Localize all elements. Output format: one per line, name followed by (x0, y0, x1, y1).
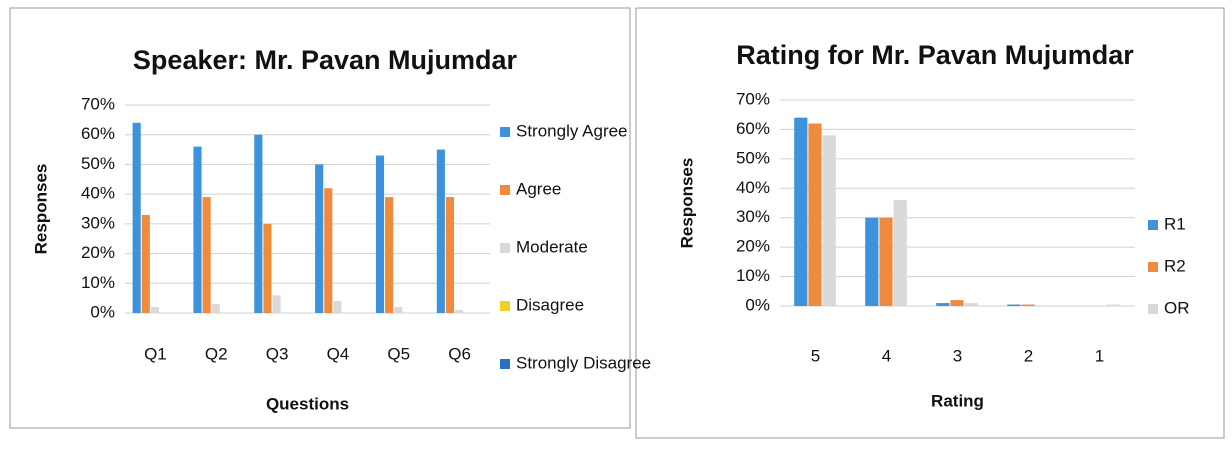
legend-label: Strongly Agree (516, 121, 628, 140)
legend-swatch (1148, 262, 1158, 272)
bar (1106, 304, 1120, 306)
y-tick-label: 30% (736, 207, 770, 226)
y-tick-label: 50% (736, 148, 770, 167)
bar (193, 146, 202, 313)
legend-swatch (500, 185, 510, 195)
x-tick-label: Q3 (266, 344, 289, 363)
x-tick-label: Q2 (205, 344, 228, 363)
x-tick-label: 2 (1024, 346, 1033, 365)
bar (808, 123, 822, 307)
legend-label: Strongly Disagree (516, 353, 651, 372)
x-tick-label: Q6 (448, 344, 471, 363)
bar (822, 135, 836, 306)
y-tick-label: 10% (81, 273, 115, 292)
chart-title: Speaker: Mr. Pavan Mujumdar (133, 45, 518, 75)
y-tick-label: 60% (736, 119, 770, 138)
bar (794, 117, 808, 307)
x-tick-label: Q1 (144, 344, 167, 363)
legend-label: Agree (516, 179, 561, 198)
bar (936, 303, 950, 306)
bar (455, 310, 464, 313)
y-tick-label: 20% (81, 243, 115, 262)
bar (865, 217, 879, 306)
x-tick-label: 1 (1095, 346, 1104, 365)
bar (375, 155, 385, 313)
bar (893, 200, 907, 306)
x-tick-label: 4 (882, 346, 891, 365)
legend-label: R2 (1164, 256, 1186, 275)
legend-swatch (500, 243, 510, 253)
y-tick-label: 70% (81, 94, 115, 113)
y-tick-label: 40% (736, 178, 770, 197)
legend-swatch (1148, 304, 1158, 314)
legend-swatch (500, 301, 510, 311)
bar (315, 164, 324, 313)
bar (879, 217, 893, 306)
x-tick-label: 3 (953, 346, 962, 365)
y-axis-label: Responses (677, 158, 696, 249)
y-tick-label: 60% (81, 124, 115, 143)
bar (254, 134, 263, 313)
y-tick-label: 10% (736, 266, 770, 285)
panel-frame (635, 7, 1225, 439)
y-tick-label: 70% (736, 89, 770, 108)
legend-swatch (500, 127, 510, 137)
bar (263, 223, 272, 313)
legend-label: Disagree (516, 295, 584, 314)
bar (141, 214, 150, 313)
legend-label: R1 (1164, 214, 1186, 233)
bar (385, 197, 394, 313)
x-axis-label: Questions (266, 394, 349, 413)
x-axis-label: Rating (931, 391, 984, 410)
legend-label: Moderate (516, 237, 588, 256)
y-tick-label: 0% (90, 302, 115, 321)
legend-swatch (1148, 220, 1158, 230)
bar (394, 307, 403, 313)
bar (272, 295, 281, 313)
y-tick-label: 50% (81, 154, 115, 173)
legend-swatch (500, 359, 510, 369)
bar (132, 122, 141, 313)
bar (333, 301, 342, 313)
x-tick-label: 5 (811, 346, 820, 365)
y-axis-label: Responses (31, 164, 50, 255)
y-tick-label: 20% (736, 237, 770, 256)
bar (324, 188, 333, 313)
bar (202, 197, 211, 313)
bar (1021, 304, 1035, 306)
bar (436, 149, 445, 313)
y-tick-label: 0% (745, 295, 770, 314)
legend-label: OR (1164, 298, 1190, 317)
bar (150, 307, 159, 313)
y-tick-label: 40% (81, 184, 115, 203)
chart-title: Rating for Mr. Pavan Mujumdar (736, 40, 1134, 70)
y-tick-label: 30% (81, 213, 115, 232)
bar (445, 197, 455, 313)
bar (950, 300, 964, 306)
x-tick-label: Q5 (387, 344, 410, 363)
bar (964, 303, 978, 306)
bar (1007, 304, 1021, 306)
x-tick-label: Q4 (327, 344, 350, 363)
bar (211, 304, 220, 313)
